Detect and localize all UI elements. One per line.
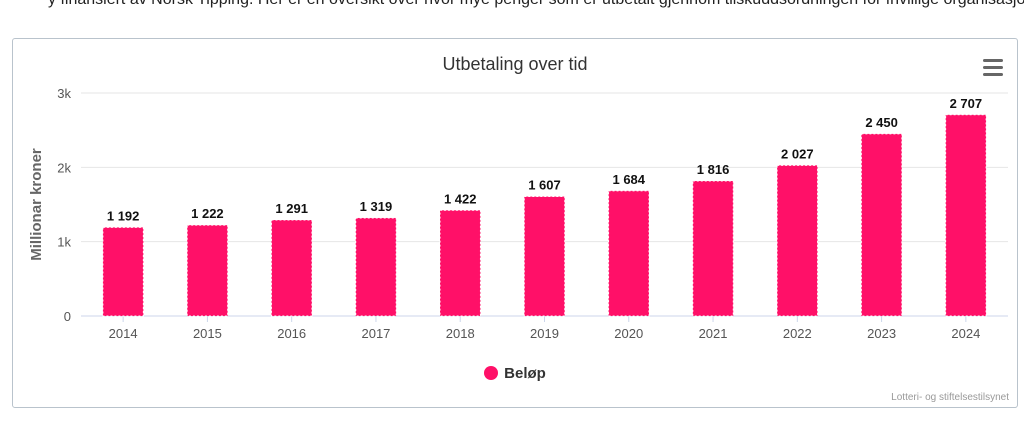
bar <box>608 190 650 317</box>
data-label: 1 607 <box>528 178 561 193</box>
data-label: 2 450 <box>865 115 898 130</box>
x-tick-label: 2024 <box>951 326 980 341</box>
bar <box>355 217 397 317</box>
bar <box>523 196 566 317</box>
page-text-fragment: y finansiert av Norsk Tipping. Her er en… <box>0 0 1024 20</box>
page-text-line: y finansiert av Norsk Tipping. Her er en… <box>48 0 1024 9</box>
chart-container: Utbetaling over tid 0 1k 2k 3k Millionar kro… <box>12 38 1018 408</box>
x-tick-label: 2016 <box>277 326 306 341</box>
x-tick-label: 2023 <box>867 326 896 341</box>
chart-title: Utbetaling over tid <box>442 54 588 74</box>
data-label: 1 192 <box>107 208 140 223</box>
y-tick-label: 3k <box>57 86 71 101</box>
data-label: 1 816 <box>697 162 730 177</box>
x-tick-label: 2017 <box>361 326 390 341</box>
data-label: 1 319 <box>360 199 393 214</box>
bar-chart-plot: 0 1k 2k 3k Millionar kroner 1 192 2014 1 222 201… <box>28 86 1008 341</box>
chart-credit[interactable]: Lotteri- og stiftelsestilsynet <box>891 392 1009 403</box>
x-tick-label: 2022 <box>783 326 812 341</box>
bar <box>439 209 481 317</box>
data-label: 2 707 <box>950 96 983 111</box>
x-tick-label: 2019 <box>530 326 559 341</box>
data-label: 1 222 <box>191 206 224 221</box>
x-tick-label: 2020 <box>614 326 643 341</box>
legend-marker <box>484 366 499 380</box>
y-tick-label: 1k <box>57 235 71 250</box>
bar <box>776 164 819 317</box>
x-tick-label: 2018 <box>446 326 475 341</box>
bar <box>102 226 144 317</box>
bar <box>186 224 229 317</box>
legend-label: Beløp <box>504 365 546 382</box>
bar <box>692 180 734 317</box>
bar <box>945 114 987 317</box>
x-tick-label: 2015 <box>193 326 222 341</box>
x-tick-label: 2021 <box>699 326 728 341</box>
hamburger-menu-icon[interactable] <box>982 59 1004 77</box>
bar <box>860 133 903 317</box>
y-tick-label: 2k <box>57 160 71 175</box>
data-label: 1 684 <box>612 172 645 187</box>
data-label: 1 422 <box>444 191 477 206</box>
data-label: 1 291 <box>275 201 308 216</box>
legend-item-belop[interactable]: Beløp <box>13 365 1017 382</box>
bar <box>270 219 313 317</box>
y-axis-title: Millionar kroner <box>28 148 45 261</box>
y-tick-label: 0 <box>64 309 71 324</box>
data-label: 2 027 <box>781 146 814 161</box>
x-tick-label: 2014 <box>109 326 138 341</box>
